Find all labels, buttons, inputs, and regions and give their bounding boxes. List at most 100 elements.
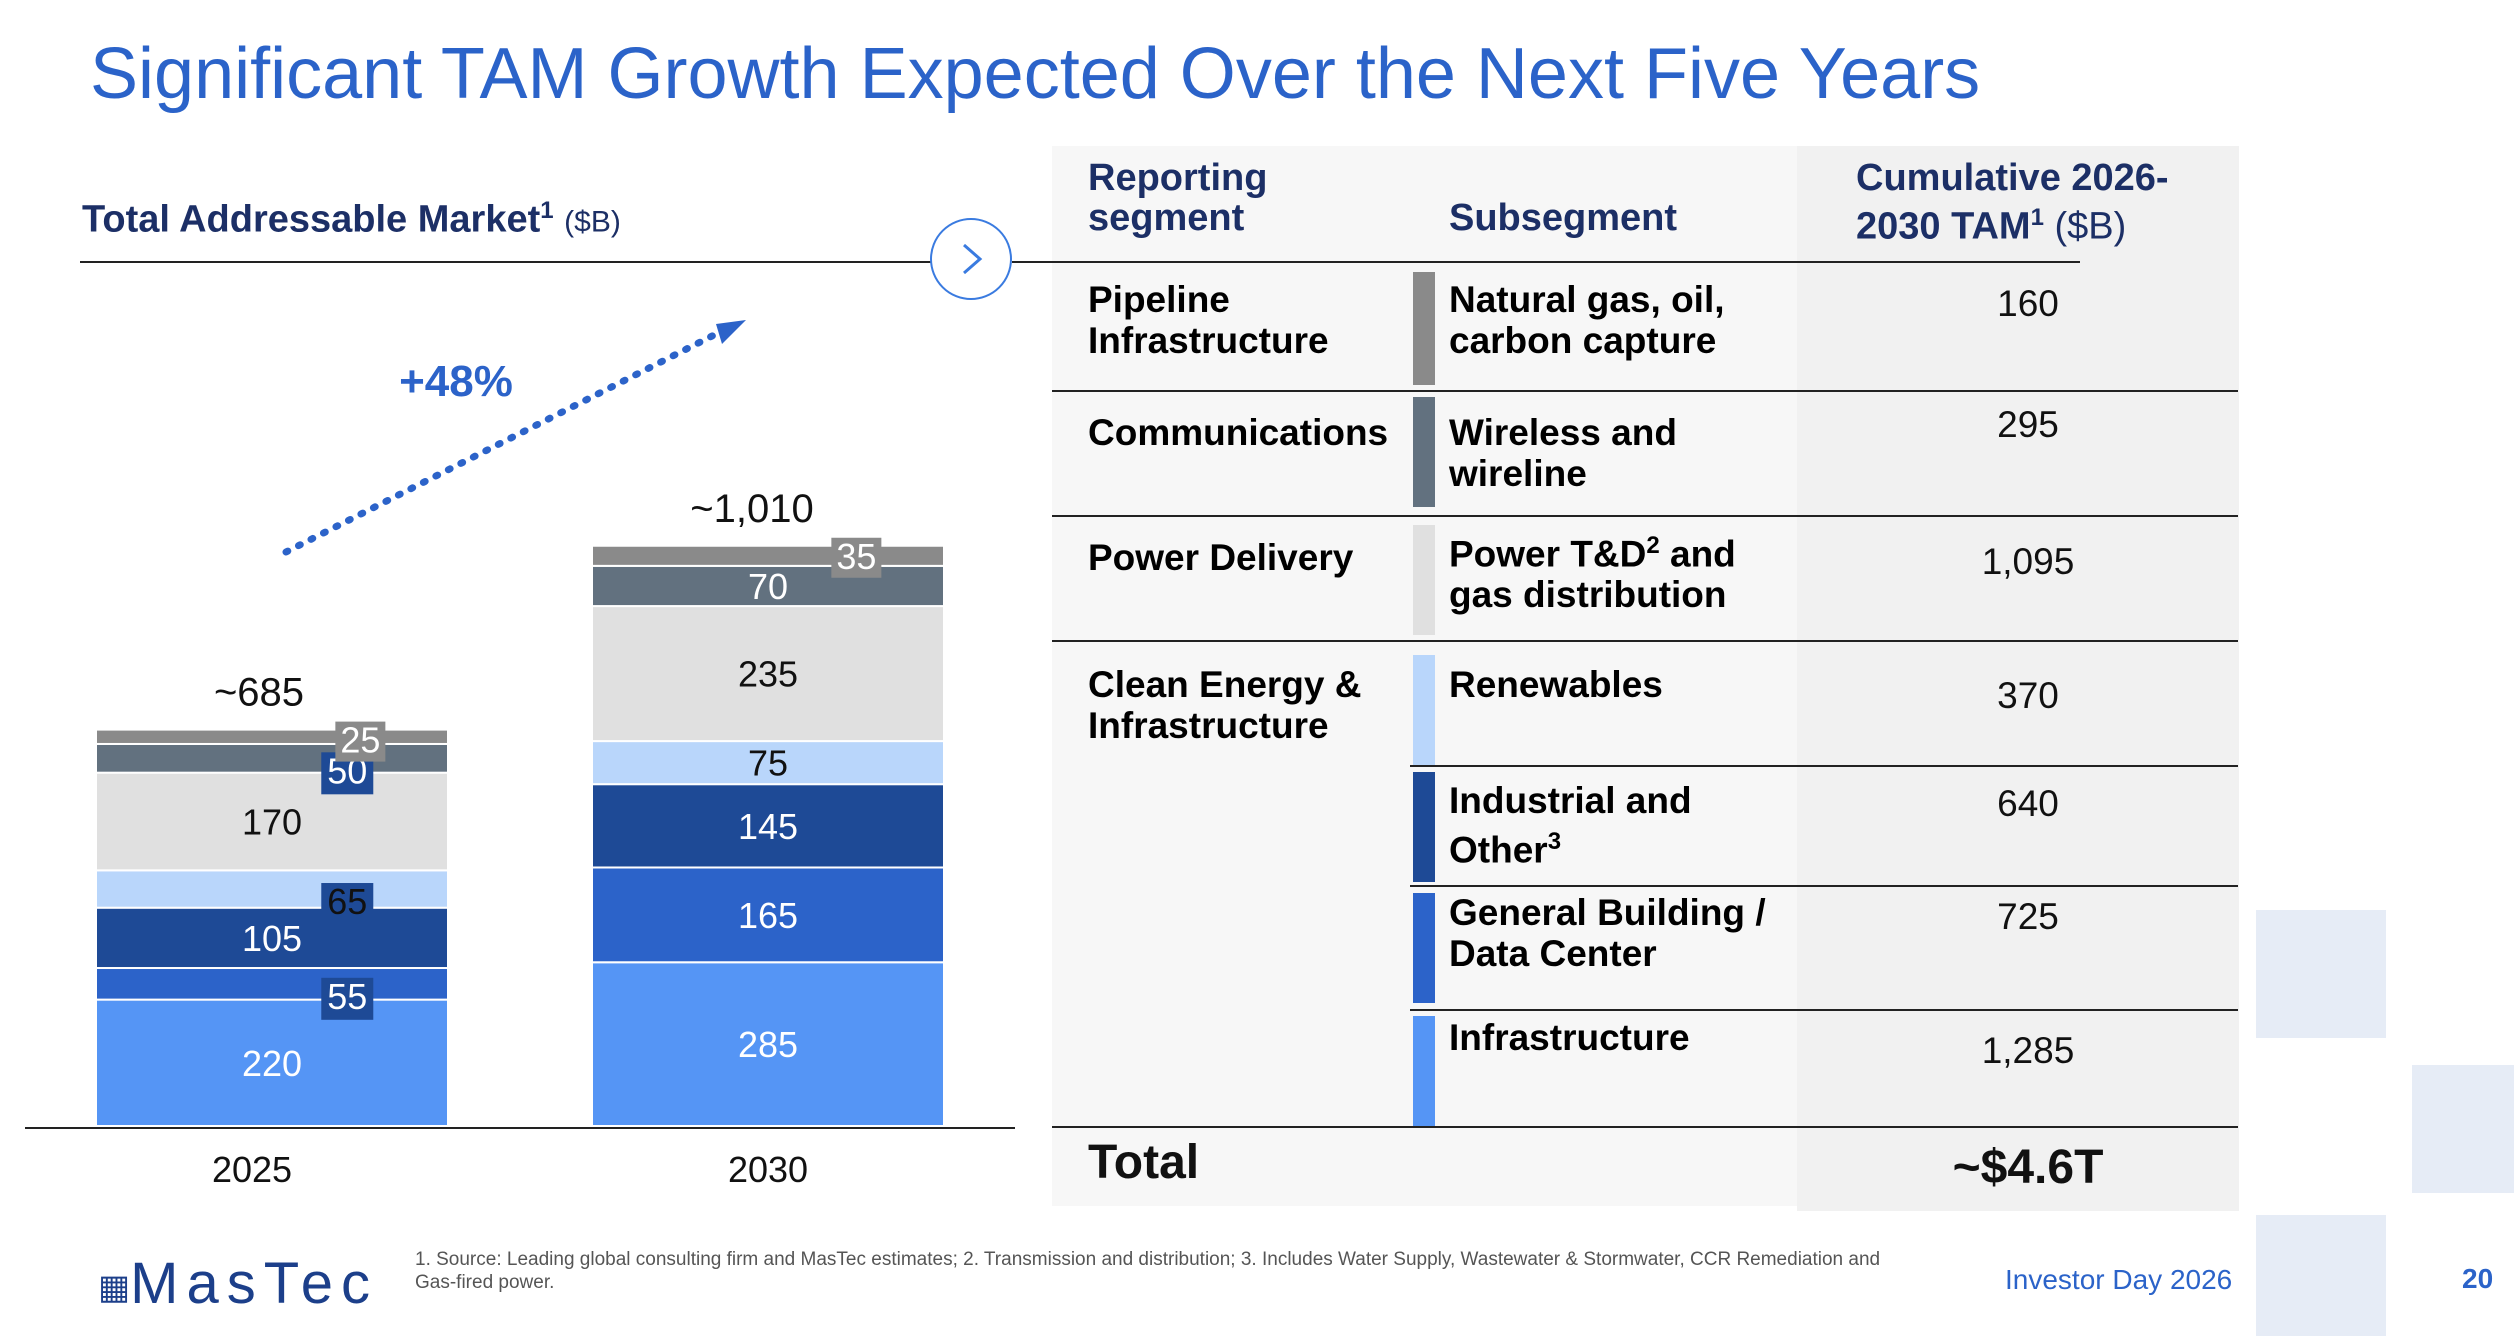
- data-label: 285: [738, 1024, 798, 1065]
- header-reporting-segment: Reporting segment: [1088, 157, 1268, 239]
- row-value-communications: 295: [1997, 404, 2059, 445]
- bar-segment: [95, 728, 449, 745]
- growth-label: +48%: [399, 357, 513, 406]
- data-label: 55: [327, 976, 367, 1017]
- total-label: Total: [1088, 1136, 1200, 1189]
- data-label-box: [335, 721, 386, 762]
- header-rule: [1012, 261, 2080, 263]
- bar-segment: [591, 544, 945, 567]
- data-label: 170: [242, 802, 302, 843]
- total-label: ~685: [214, 671, 304, 715]
- total-label: ~1,010: [690, 487, 813, 531]
- bar-segment: [591, 783, 945, 869]
- data-label: 145: [738, 806, 798, 847]
- row-rule: [1052, 640, 2238, 642]
- header-tam-unit: ($B): [2054, 205, 2127, 248]
- row-swatch-infrastructure: [1413, 1016, 1435, 1126]
- row-value-industrial: 640: [1997, 783, 2059, 824]
- bar-segment: [591, 605, 945, 743]
- row-swatch-general-building: [1413, 893, 1435, 1003]
- data-label-box: [321, 883, 374, 926]
- bar-segment: [95, 742, 449, 774]
- page-title: Significant TAM Growth Expected Over the…: [90, 34, 1981, 114]
- stacked-bar-chart: 22055105651705025~6852025285165145752357…: [25, 261, 1015, 1190]
- data-label: 235: [738, 654, 798, 695]
- row-swatch-pipeline: [1413, 272, 1435, 385]
- row-subsegment-renewables: Renewables: [1449, 664, 1663, 705]
- row-subsegment-power-td: Power T&D: [1449, 533, 1647, 575]
- row-subsegment-sup: 2: [1646, 532, 1660, 559]
- header-subsegment: Subsegment: [1449, 197, 1678, 239]
- chart-heading-sup: 1: [540, 197, 554, 224]
- logo-text: MasTec: [130, 1251, 378, 1316]
- bar-segment: [95, 869, 449, 909]
- chevron-right-icon: [963, 243, 983, 275]
- row-rule: [1410, 1009, 2238, 1011]
- row-swatch-communications: [1413, 397, 1435, 507]
- bar-segment: [591, 961, 945, 1128]
- row-rule: [1410, 885, 2238, 887]
- data-label: 70: [748, 566, 788, 607]
- bar-segment: [95, 998, 449, 1127]
- data-label-box: [321, 977, 374, 1020]
- growth-arrow-head: [716, 320, 746, 344]
- x-tick-label: 2025: [212, 1149, 292, 1190]
- row-segment-power-delivery: Power Delivery: [1088, 537, 1354, 578]
- data-label-box: [831, 537, 882, 578]
- chart-heading: Total Addressable Market1 ($B): [82, 197, 621, 242]
- bar-segment: [95, 967, 449, 1001]
- row-value-renewables: 370: [1997, 675, 2059, 716]
- row-subsegment-pipeline: Natural gas, oil, carbon capture: [1449, 279, 1725, 361]
- decor-square: [2256, 910, 2386, 1038]
- row-subsegment-industrial-text: Industrial and Other: [1449, 780, 1692, 871]
- growth-arrow: [282, 326, 728, 556]
- row-subsegment-communications: Wireless and wireline: [1449, 412, 1677, 494]
- data-label: 165: [738, 895, 798, 936]
- row-value-general-building: 725: [1997, 896, 2059, 937]
- row-subsegment-rest: and gas distribution: [1449, 533, 1736, 616]
- bar-segment: [591, 564, 945, 608]
- chart-heading-unit: ($B): [564, 205, 621, 239]
- header-tam-sup: 1: [2030, 204, 2044, 231]
- row-subsegment-infrastructure: Infrastructure: [1449, 1017, 1690, 1058]
- decor-square: [2256, 1215, 2386, 1336]
- tam-column-panel: [1797, 146, 2239, 1211]
- data-label: 65: [327, 881, 367, 922]
- data-label: 105: [242, 918, 302, 959]
- logo-mark-icon: ▦: [98, 1268, 131, 1307]
- chart-heading-text: Total Addressable Market: [82, 198, 541, 241]
- row-value-power-delivery: 1,095: [1981, 541, 2075, 582]
- total-rule: [1052, 1126, 2238, 1128]
- data-label: 35: [836, 536, 876, 577]
- row-segment-communications: Communications: [1088, 412, 1389, 453]
- row-swatch-renewables: [1413, 655, 1435, 765]
- row-rule: [1410, 765, 2238, 767]
- bar-segment: [95, 771, 449, 872]
- data-label: 25: [340, 720, 380, 761]
- x-tick-label: 2030: [728, 1149, 808, 1190]
- next-button[interactable]: [930, 218, 1012, 300]
- mastec-logo: ▦MasTec: [98, 1250, 378, 1317]
- row-value-infrastructure: 1,285: [1981, 1030, 2075, 1071]
- row-rule: [1052, 390, 2238, 392]
- row-subsegment-power-delivery: Power T&D2 and gas distribution: [1449, 525, 1769, 615]
- data-label: 220: [242, 1043, 302, 1084]
- footnote: 1. Source: Leading global consulting fir…: [415, 1249, 1881, 1293]
- bar-segment: [95, 906, 449, 970]
- row-segment-pipeline: Pipeline Infrastructure: [1088, 279, 1329, 361]
- total-value: ~$4.6T: [1952, 1141, 2104, 1194]
- decor-square: [2412, 1065, 2514, 1193]
- row-segment-clean-energy: Clean Energy & Infrastructure: [1088, 664, 1362, 746]
- data-label: 75: [748, 743, 788, 784]
- event-label: Investor Day 2026: [2005, 1264, 2233, 1295]
- row-subsegment-industrial-sup: 3: [1547, 828, 1562, 855]
- row-value-pipeline: 160: [1997, 283, 2059, 324]
- row-subsegment-general-building: General Building / Data Center: [1449, 892, 1766, 974]
- header-tam-text: Cumulative 2026-2030 TAM: [1856, 157, 2169, 248]
- row-rule: [1052, 515, 2238, 517]
- row-swatch-power-delivery: [1413, 525, 1435, 635]
- bar-segment: [591, 866, 945, 964]
- row-subsegment-industrial: Industrial and Other3: [1449, 780, 1769, 870]
- row-swatch-industrial: [1413, 772, 1435, 882]
- page-number: 20: [2462, 1263, 2494, 1294]
